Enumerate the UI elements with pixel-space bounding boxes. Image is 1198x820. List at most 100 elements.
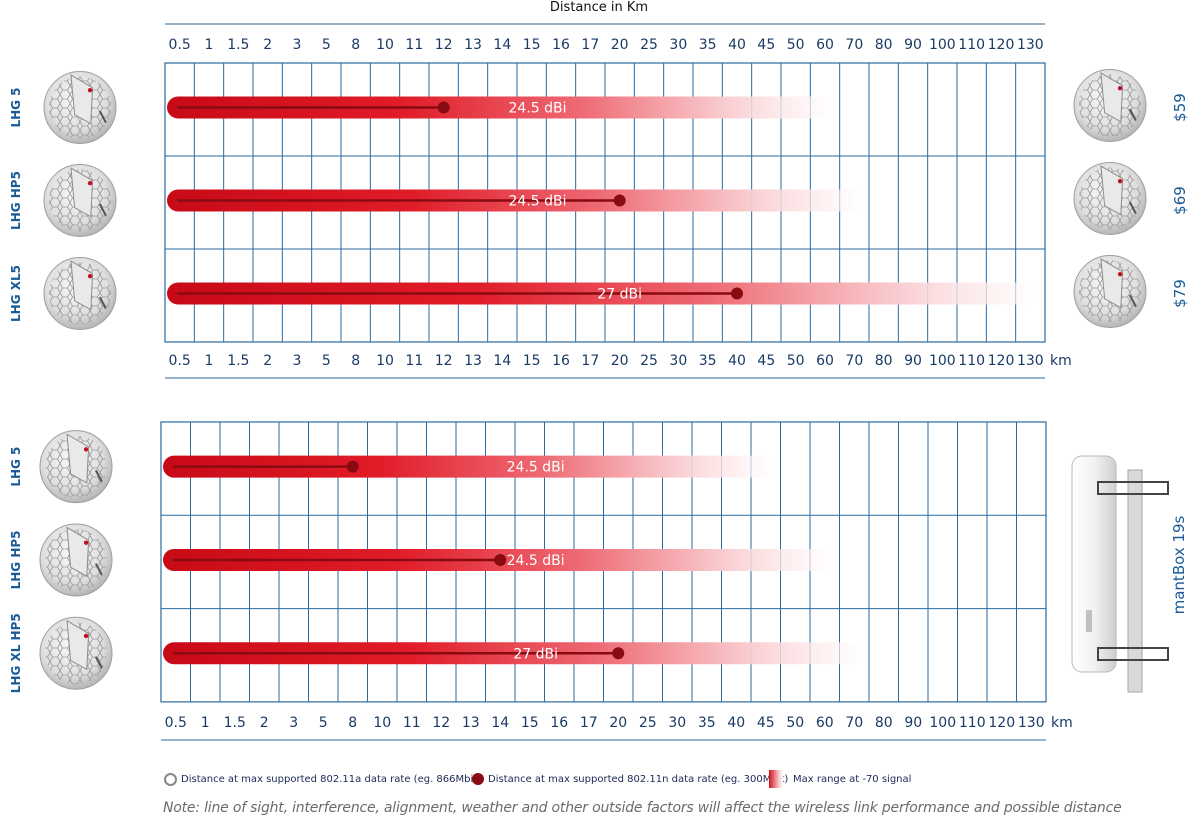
gain-label: 27 dBi [597, 287, 642, 303]
top-tick-label: 10 [376, 37, 394, 53]
top-tick-label: 0.5 [169, 37, 191, 53]
price-label: $69 [1171, 186, 1189, 215]
price-label: $59 [1171, 93, 1189, 122]
range-bar: 24.5 dBi [163, 548, 836, 571]
feed-arm [70, 260, 94, 311]
lhg-dish-icon [43, 71, 117, 144]
lhg-dish-icon [1073, 162, 1147, 235]
bottom-tick-label: 40 [728, 353, 746, 369]
bottom-tick-label: 15 [521, 715, 539, 731]
n-rate-marker [437, 101, 450, 114]
unit-label: km [1051, 715, 1073, 731]
top-tick-label: 8 [351, 37, 360, 53]
bottom-tick-label: 0.5 [169, 353, 191, 369]
legend-ac-label: Distance at max supported 802.11a data r… [181, 774, 482, 785]
top-tick-label: 45 [757, 37, 775, 53]
bottom-tick-label: 80 [875, 353, 893, 369]
bottom-tick-label: 16 [550, 715, 568, 731]
led-dot [1117, 179, 1123, 184]
top-tick-label: 20 [611, 37, 629, 53]
led-dot [1117, 272, 1123, 277]
legend-item-n: Distance at max supported 802.11n data r… [472, 773, 788, 785]
top-tick-label: 5 [322, 37, 331, 53]
feed-arm [70, 74, 94, 125]
device-name: LHG XL HP5 [9, 613, 23, 693]
lhg-dish-icon [1073, 69, 1147, 142]
legend-range-label: Max range at -70 signal [793, 773, 912, 785]
bottom-tick-label: 100 [929, 353, 956, 369]
bottom-tick-label: 25 [639, 715, 657, 731]
feed-arm [66, 433, 90, 484]
led-dot [87, 274, 93, 279]
bottom-tick-label: 1.5 [227, 353, 249, 369]
legend-item-range: Max range at -70 signal [769, 770, 911, 788]
gradient-swatch-icon [769, 770, 783, 788]
top-tick-label: 60 [816, 37, 834, 53]
top-tick-label: 1 [205, 37, 214, 53]
bottom-tick-label: 2 [260, 715, 269, 731]
feed-arm [66, 526, 90, 577]
top-tick-label: 3 [293, 37, 302, 53]
top-tick-label: 120 [988, 37, 1015, 53]
range-bar: 27 dBi [167, 282, 1041, 305]
top-tick-label: 17 [581, 37, 599, 53]
bottom-tick-label: 40 [727, 715, 745, 731]
lhg-dish-icon [43, 257, 117, 330]
top-tick-label: 11 [405, 37, 423, 53]
sector-antenna-icon [1071, 455, 1169, 693]
top-tick-label: 70 [845, 37, 863, 53]
mount-bolt [1128, 108, 1137, 122]
n-rate-marker [612, 647, 625, 660]
bottom-tick-label: 110 [959, 715, 986, 731]
top-tick-label: 1.5 [227, 37, 249, 53]
bottom-tick-label: 1.5 [224, 715, 246, 731]
unit-label: km [1050, 353, 1072, 369]
gain-label: 27 dBi [513, 646, 558, 662]
bottom-tick-label: 90 [904, 353, 922, 369]
bottom-tick-label: 130 [1018, 715, 1045, 731]
bottom-tick-label: 8 [351, 353, 360, 369]
top-tick-label: 16 [552, 37, 570, 53]
bottom-tick-label: 3 [289, 715, 298, 731]
top-bracket [1097, 481, 1169, 495]
bottom-tick-label: 3 [293, 353, 302, 369]
max-range-beam [167, 96, 836, 119]
top-tick-label: 2 [263, 37, 272, 53]
bottom-tick-label: 20 [611, 353, 629, 369]
mount-bolt [94, 469, 103, 483]
top-tick-label: 12 [435, 37, 453, 53]
top-tick-label: 30 [669, 37, 687, 53]
top-tick-label: 40 [728, 37, 746, 53]
mount-bolt [1128, 201, 1137, 215]
mount-bolt [94, 563, 103, 576]
led-dot [83, 633, 89, 639]
bottom-tick-label: 20 [609, 715, 627, 731]
bottom-tick-label: 100 [929, 715, 956, 731]
n-rate-marker [731, 287, 743, 300]
sector-body [1071, 455, 1117, 673]
bottom-tick-label: 80 [875, 715, 893, 731]
top-tick-label: 130 [1017, 37, 1044, 53]
max-range-beam [163, 455, 777, 478]
mount-bolt [98, 110, 107, 124]
led-dot [1117, 86, 1123, 91]
gain-label: 24.5 dBi [509, 101, 567, 117]
open-circle-icon [164, 773, 177, 786]
bottom-tick-label: 130 [1017, 353, 1044, 369]
legend-item-ac: Distance at max supported 802.11a data r… [164, 773, 481, 786]
bottom-tick-label: 90 [904, 715, 922, 731]
top-tick-label: 13 [464, 37, 482, 53]
bottom-tick-label: 12 [435, 353, 453, 369]
sector-badge [1086, 610, 1092, 632]
feed-arm [1100, 258, 1124, 309]
bottom-tick-label: 1 [201, 715, 210, 731]
bottom-tick-label: 5 [322, 353, 331, 369]
range-bar: 24.5 dBi [167, 189, 865, 212]
top-tick-label: 110 [958, 37, 985, 53]
lhg-dish-icon [1073, 255, 1147, 328]
bottom-tick-label: 14 [493, 353, 511, 369]
bottom-tick-label: 16 [552, 353, 570, 369]
bottom-tick-label: 45 [757, 353, 775, 369]
bottom-bracket [1097, 647, 1169, 661]
